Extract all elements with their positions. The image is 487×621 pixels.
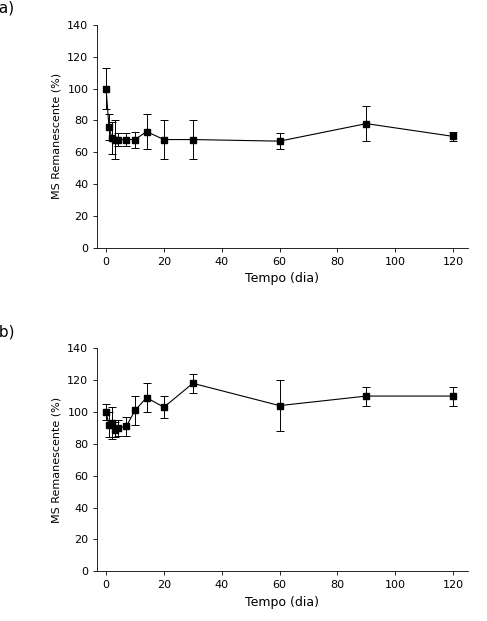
Y-axis label: MS Remanescente (%): MS Remanescente (%) [52,73,62,199]
Text: (b): (b) [0,324,15,339]
X-axis label: Tempo (dia): Tempo (dia) [245,273,319,286]
Y-axis label: MS Remanescente (%): MS Remanescente (%) [52,397,62,523]
X-axis label: Tempo (dia): Tempo (dia) [245,596,319,609]
Text: (a): (a) [0,1,15,16]
